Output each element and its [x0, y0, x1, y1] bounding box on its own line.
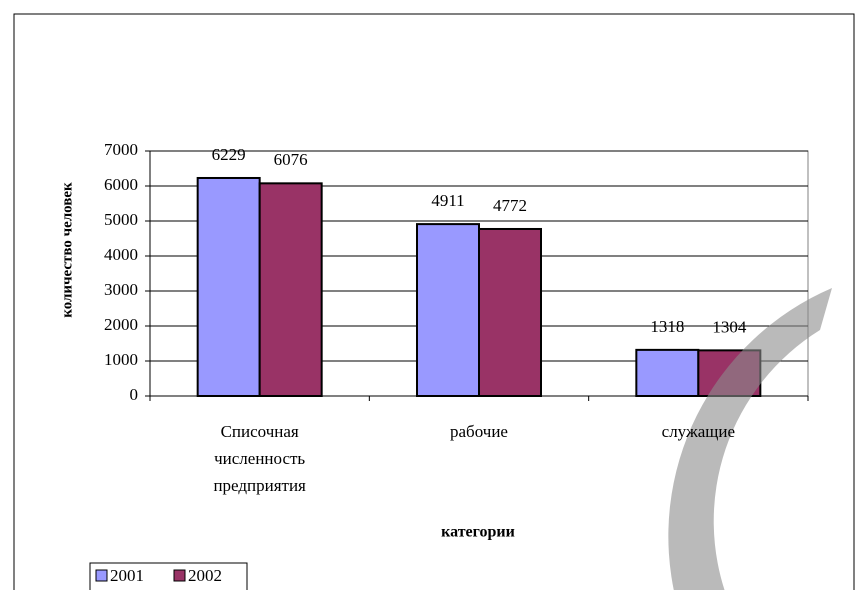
x-axis-title: категории	[441, 524, 515, 541]
legend-box	[89, 562, 248, 590]
y-tick-label: 2000	[104, 315, 138, 334]
data-label: 6076	[274, 150, 308, 169]
y-tick-label: 7000	[104, 140, 138, 159]
legend-label: 2002	[188, 566, 222, 585]
data-label: 4911	[431, 191, 464, 210]
data-label: 4772	[493, 196, 527, 215]
bar	[478, 227, 542, 397]
data-label: 1318	[650, 317, 684, 336]
watermark	[668, 288, 832, 590]
bar	[635, 348, 700, 397]
legend-swatch	[173, 569, 186, 582]
y-tick-label: 4000	[104, 245, 138, 264]
bar	[258, 182, 323, 397]
data-label: 1304	[712, 317, 747, 336]
y-tick-label: 6000	[104, 175, 138, 194]
x-tick-label: служащие	[661, 422, 735, 441]
bar	[196, 176, 261, 397]
legend-swatch	[95, 569, 108, 582]
y-tick-label: 3000	[104, 280, 138, 299]
y-tick-label: 1000	[104, 350, 138, 369]
y-tick-label: 5000	[104, 210, 138, 229]
y-axis-title: количество человек	[59, 182, 75, 318]
y-tick-label: 0	[130, 385, 139, 404]
x-tick-label: Списочная численность предприятия	[213, 422, 306, 495]
bar	[416, 223, 480, 397]
legend-label: 2001	[110, 566, 144, 585]
data-label: 6229	[212, 145, 246, 164]
x-tick-label: рабочие	[450, 422, 508, 441]
